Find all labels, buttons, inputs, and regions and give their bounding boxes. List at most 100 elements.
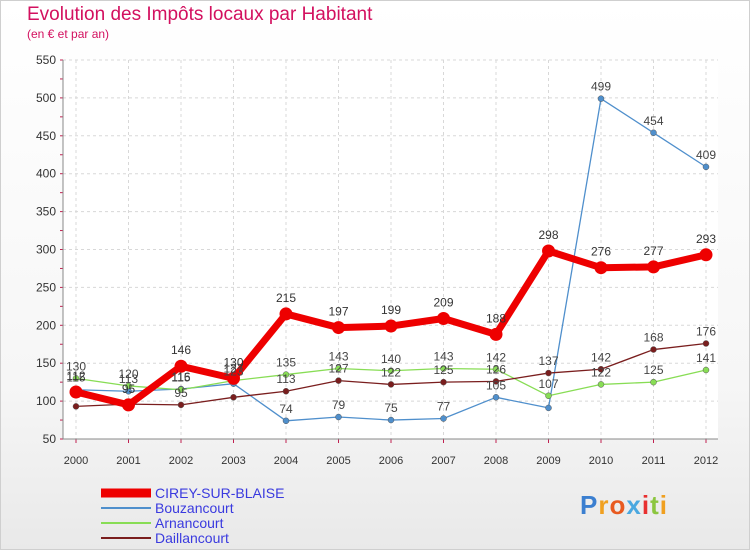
x-tick-label: 2006 xyxy=(379,455,403,467)
data-label: 125 xyxy=(643,363,663,377)
data-label: 199 xyxy=(381,303,401,317)
data-label: 141 xyxy=(696,351,716,365)
data-point xyxy=(440,415,447,422)
data-label: 75 xyxy=(384,401,398,415)
data-point xyxy=(72,403,80,410)
data-label: 135 xyxy=(276,356,296,370)
proxiti-logo: Proxiti xyxy=(580,490,668,520)
data-point xyxy=(335,377,342,384)
data-label: 126 xyxy=(486,362,506,376)
data-point xyxy=(702,340,710,347)
y-tick-label: 400 xyxy=(36,167,56,181)
data-label: 140 xyxy=(381,352,401,366)
y-tick-label: 250 xyxy=(36,280,56,294)
data-label: 215 xyxy=(276,291,296,305)
legend-label: Bouzancourt xyxy=(155,500,234,516)
data-label: 77 xyxy=(437,400,451,414)
data-label: 105 xyxy=(486,378,506,392)
data-point xyxy=(542,244,555,258)
data-point xyxy=(282,387,290,395)
data-point xyxy=(597,366,605,373)
data-label: 127 xyxy=(223,362,243,376)
data-label: 79 xyxy=(332,398,346,412)
data-label: 130 xyxy=(223,355,243,369)
x-tick-label: 2009 xyxy=(536,455,560,467)
data-point xyxy=(335,365,342,372)
data-label: 95 xyxy=(174,386,188,400)
data-point xyxy=(174,359,188,373)
data-point xyxy=(440,365,447,372)
data-point xyxy=(437,311,450,325)
data-label: 143 xyxy=(433,350,453,364)
data-label: 142 xyxy=(486,350,506,364)
x-tick-label: 2000 xyxy=(64,455,88,467)
x-tick-label: 2002 xyxy=(169,455,193,467)
data-point xyxy=(594,261,608,275)
data-point xyxy=(440,378,447,386)
data-label: 176 xyxy=(696,324,716,338)
data-point xyxy=(650,346,657,353)
chart-title: Evolution des Impôts locaux par Habitant xyxy=(27,4,373,25)
y-tick-label: 350 xyxy=(36,205,56,219)
data-label: 95 xyxy=(122,382,136,396)
data-label: 209 xyxy=(433,295,453,309)
data-point xyxy=(177,401,185,409)
data-label: 197 xyxy=(328,305,348,319)
data-label: 74 xyxy=(279,402,293,416)
data-point xyxy=(69,385,83,399)
data-label: 113 xyxy=(119,372,138,386)
data-point xyxy=(387,367,395,375)
data-point xyxy=(227,371,240,385)
data-point xyxy=(650,378,657,386)
y-tick-label: 550 xyxy=(36,53,56,67)
data-label: 123 xyxy=(223,365,243,379)
data-label: 120 xyxy=(118,367,138,381)
data-point xyxy=(332,321,345,335)
data-point xyxy=(489,327,503,341)
x-tick-label: 2007 xyxy=(431,455,455,467)
legend-label: Daillancourt xyxy=(155,530,229,546)
data-label: 115 xyxy=(171,371,190,385)
data-label: 113 xyxy=(276,372,295,386)
data-label: 409 xyxy=(696,148,716,162)
data-point xyxy=(282,417,290,425)
x-tick-label: 2011 xyxy=(642,455,666,467)
data-label: 143 xyxy=(328,350,348,364)
data-point xyxy=(72,375,80,382)
data-label: 116 xyxy=(171,370,190,384)
data-point xyxy=(279,307,293,321)
data-point xyxy=(597,381,605,388)
data-label: 277 xyxy=(643,244,663,258)
data-point xyxy=(282,371,290,378)
x-tick-label: 2004 xyxy=(274,455,298,467)
x-tick-label: 2008 xyxy=(484,455,508,467)
data-point xyxy=(387,381,395,388)
data-point xyxy=(647,260,660,274)
data-point xyxy=(597,95,605,102)
x-tick-label: 2010 xyxy=(589,455,613,467)
y-tick-label: 50 xyxy=(43,432,57,446)
data-label: 115 xyxy=(66,371,85,385)
data-point xyxy=(702,163,710,171)
data-point xyxy=(122,398,135,412)
data-point xyxy=(387,416,395,424)
data-point xyxy=(650,129,657,137)
x-tick-label: 2003 xyxy=(221,455,245,467)
data-point xyxy=(702,366,710,374)
data-label: 188 xyxy=(486,311,506,325)
y-tick-label: 300 xyxy=(36,243,56,257)
y-tick-label: 100 xyxy=(36,394,56,408)
data-label: 276 xyxy=(591,245,611,259)
x-tick-label: 2005 xyxy=(326,455,350,467)
data-label: 168 xyxy=(643,331,663,345)
data-label: 454 xyxy=(643,114,663,128)
data-point xyxy=(492,378,500,385)
data-point xyxy=(335,413,342,421)
data-label: 107 xyxy=(538,377,558,391)
x-tick-label: 2001 xyxy=(116,455,140,467)
data-point xyxy=(545,404,552,412)
data-label: 142 xyxy=(591,350,611,364)
data-point xyxy=(230,394,237,401)
data-label: 499 xyxy=(591,80,611,94)
